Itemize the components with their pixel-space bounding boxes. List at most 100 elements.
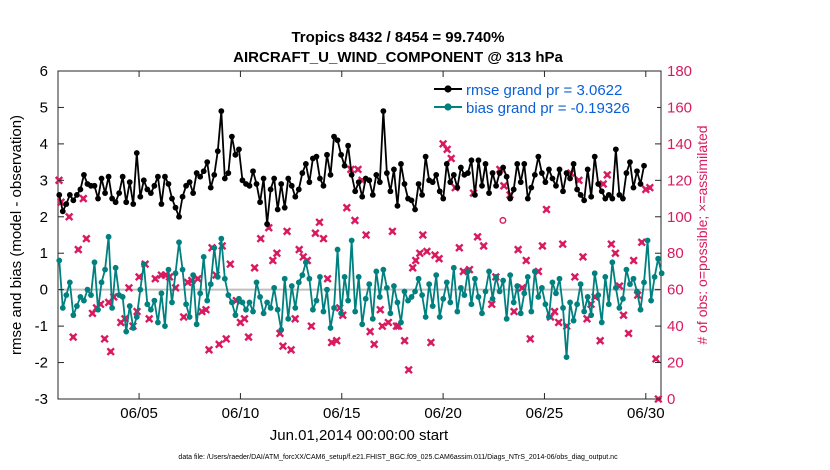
bias-point xyxy=(306,275,313,282)
rmse-point xyxy=(531,171,538,178)
obs-assimilated-marker xyxy=(226,260,235,269)
bias-point xyxy=(133,314,140,320)
rmse-point xyxy=(450,171,457,178)
bias-point xyxy=(574,301,581,308)
obs-assimilated-marker xyxy=(244,332,253,342)
rmse-point xyxy=(123,199,130,206)
rmse-point xyxy=(398,161,404,167)
obs-assimilated-marker xyxy=(596,336,605,345)
rmse-point xyxy=(415,181,422,187)
y-right-tick-label: 100 xyxy=(667,209,692,226)
bias-point xyxy=(243,306,249,313)
bias-point xyxy=(77,294,84,300)
bias-point xyxy=(630,275,637,282)
rmse-point xyxy=(288,182,295,189)
rmse-point xyxy=(352,188,359,195)
rmse-point xyxy=(637,181,644,187)
bias-point xyxy=(352,308,359,315)
bias-point xyxy=(232,312,239,319)
bias-point xyxy=(274,306,281,313)
rmse-point xyxy=(98,175,105,182)
obs-assimilated-marker xyxy=(151,274,160,283)
bias-point xyxy=(623,266,630,273)
bias-point xyxy=(211,244,218,251)
rmse-point xyxy=(172,204,179,211)
rmse-point xyxy=(190,190,197,196)
obs-assimilated-marker xyxy=(145,314,154,323)
rmse-point xyxy=(228,133,235,140)
rmse-point xyxy=(542,179,549,186)
rmse-point xyxy=(556,166,563,173)
rmse-point xyxy=(302,161,309,167)
bias-point xyxy=(524,274,531,280)
legend-rmse-marker xyxy=(444,85,452,93)
obs-assimilated-marker xyxy=(599,179,608,189)
bias-point xyxy=(271,284,278,291)
rmse-point xyxy=(236,146,242,153)
bias-point xyxy=(482,288,489,295)
y-tick-label: 0 xyxy=(40,282,48,299)
rmse-point xyxy=(239,177,246,184)
bias-point xyxy=(341,274,348,280)
bias-point xyxy=(489,295,496,302)
bias-point xyxy=(380,266,387,273)
bias-point xyxy=(627,281,633,288)
rmse-point xyxy=(355,179,362,186)
bias-point xyxy=(655,255,662,262)
rmse-point xyxy=(295,186,302,193)
rmse-point xyxy=(253,181,260,187)
bias-point xyxy=(648,297,654,304)
legend-box xyxy=(427,77,657,119)
rmse-point xyxy=(605,192,612,198)
bias-point xyxy=(457,284,464,291)
bias-point xyxy=(144,301,151,308)
chart-subtitle: AIRCRAFT_U_WIND_COMPONENT @ 313 hPa xyxy=(233,49,563,66)
x-tick-label: 06/05 xyxy=(120,405,158,422)
bias-point xyxy=(563,354,570,360)
bias-point xyxy=(155,319,161,326)
rmse-point xyxy=(200,168,207,175)
rmse-point xyxy=(341,162,348,169)
bias-point xyxy=(102,266,108,273)
legend: rmse grand pr = 3.0622 bias grand pr = -… xyxy=(427,77,657,119)
y-axis-label-right: # of obs: o=possible; ×=assimilated xyxy=(694,125,710,344)
bias-point xyxy=(584,294,591,300)
x-tick-label: 06/10 xyxy=(222,405,260,422)
rmse-point xyxy=(538,170,545,176)
rmse-point xyxy=(553,182,559,189)
rmse-point xyxy=(401,181,408,187)
bias-point xyxy=(109,304,116,311)
rmse-point xyxy=(591,153,598,160)
obs-assimilated-marker xyxy=(611,249,620,258)
rmse-point xyxy=(274,206,281,213)
bias-point xyxy=(500,277,507,284)
bias-point xyxy=(236,295,242,302)
bias-point xyxy=(345,297,352,304)
bias-point xyxy=(348,237,355,244)
rmse-point xyxy=(383,170,390,176)
rmse-series xyxy=(56,108,647,227)
y-right-tick-label: 140 xyxy=(667,136,692,153)
legend-rmse-label: rmse grand pr = 3.0622 xyxy=(466,82,622,99)
obs-assimilated-marker xyxy=(193,274,203,283)
bias-point xyxy=(616,304,623,311)
bias-point xyxy=(281,275,288,282)
bias-point xyxy=(239,299,246,306)
y-tick-label: 6 xyxy=(40,63,48,80)
bias-point xyxy=(299,272,306,278)
rmse-point xyxy=(193,170,200,176)
obs-assimilated-marker xyxy=(319,234,328,243)
bias-point xyxy=(447,299,454,306)
bias-point xyxy=(591,270,598,277)
obs-assimilated-marker xyxy=(558,239,567,249)
rmse-point xyxy=(95,195,101,202)
rmse-point xyxy=(313,153,320,160)
bias-point xyxy=(292,304,299,311)
bias-point xyxy=(472,275,478,282)
obs-assimilated-marker xyxy=(607,239,616,249)
obs-assimilated-marker xyxy=(400,336,409,345)
bias-point xyxy=(190,272,197,278)
rmse-point xyxy=(436,188,443,195)
rmse-point xyxy=(70,197,77,204)
